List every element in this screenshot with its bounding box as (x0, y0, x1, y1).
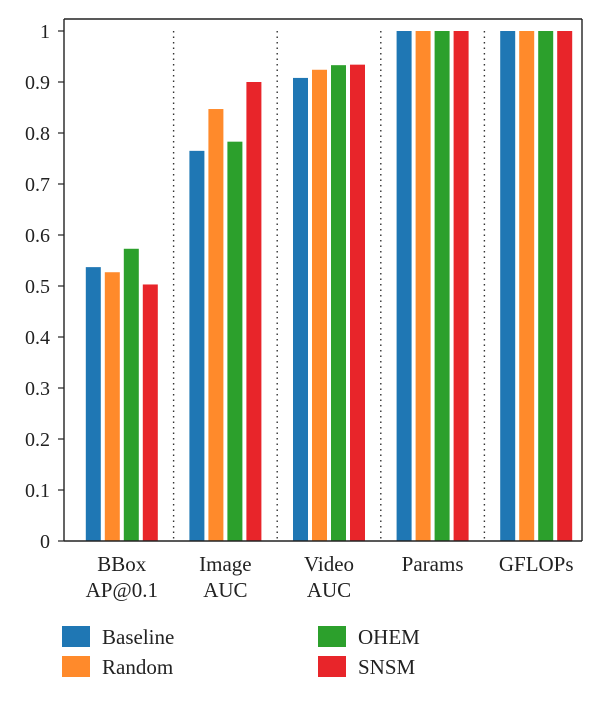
legend: Baseline Random OHEM SNSM (62, 625, 420, 679)
x-category-label-line: Params (402, 552, 464, 576)
x-category-label: BBox AP@0.1 (86, 552, 158, 602)
bar-random (519, 31, 535, 541)
x-category-label-line: GFLOPs (499, 552, 574, 576)
bars (85, 31, 573, 542)
legend-item-baseline: Baseline (62, 625, 174, 649)
y-tick-label: 0.9 (25, 72, 50, 94)
bar-ohem (227, 141, 243, 542)
legend-item-snsm: SNSM (318, 655, 416, 679)
legend-swatch (62, 656, 90, 677)
x-category-label-line: Image (199, 552, 251, 576)
x-category-label-line: Video (304, 552, 354, 576)
legend-swatch (318, 626, 346, 647)
bar-snsm (557, 31, 573, 541)
y-tick-label: 0.2 (25, 429, 50, 451)
bar-random (104, 272, 120, 541)
x-category-label-line: BBox (97, 552, 147, 576)
bar-snsm (350, 64, 365, 541)
y-tick-label: 0.4 (25, 327, 50, 349)
legend-swatch (318, 656, 346, 677)
x-category-label-line: AUC (203, 578, 247, 602)
bar-snsm (453, 31, 469, 541)
legend-item-ohem: OHEM (318, 625, 420, 649)
y-tick-label: 0.1 (25, 480, 50, 502)
bar-snsm (142, 284, 158, 541)
y-tick-label: 0.5 (25, 276, 50, 298)
x-category-label: GFLOPs (499, 552, 574, 576)
bar-baseline (85, 267, 101, 541)
grid-lines (172, 31, 486, 541)
bar-baseline (293, 77, 308, 542)
y-tick-label: 0.6 (25, 225, 50, 247)
x-category-label: Video AUC (304, 552, 354, 602)
bar-random (415, 31, 431, 541)
bar-random (312, 69, 327, 541)
legend-label: SNSM (358, 655, 416, 679)
y-tick-label: 0.7 (25, 174, 50, 196)
bar-baseline (500, 31, 516, 541)
legend-swatch (62, 626, 90, 647)
legend-label: OHEM (358, 625, 420, 649)
legend-item-random: Random (62, 655, 173, 679)
y-axis-ticks: 0 0.1 0.2 0.3 0.4 0.5 0.6 0.7 0.8 0.9 1 (25, 21, 64, 553)
bar-baseline (189, 150, 205, 541)
x-category-label-line: AUC (307, 578, 351, 602)
y-tick-label: 0 (40, 531, 50, 553)
bar-ohem (123, 248, 139, 541)
bar-snsm (246, 82, 262, 541)
bar-ohem (434, 31, 450, 541)
bar-ohem (538, 31, 554, 541)
y-tick-label: 0.8 (25, 123, 50, 145)
bar-random (208, 109, 224, 541)
y-tick-label: 1 (40, 21, 50, 43)
y-tick-label: 0.3 (25, 378, 50, 400)
legend-label: Random (102, 655, 173, 679)
legend-label: Baseline (102, 625, 174, 649)
bar-baseline (396, 31, 412, 541)
bar-ohem (331, 65, 346, 542)
x-category-label: Image AUC (199, 552, 251, 602)
axes (63, 18, 583, 542)
x-category-label-line: AP@0.1 (86, 578, 158, 602)
x-category-label: Params (402, 552, 464, 576)
